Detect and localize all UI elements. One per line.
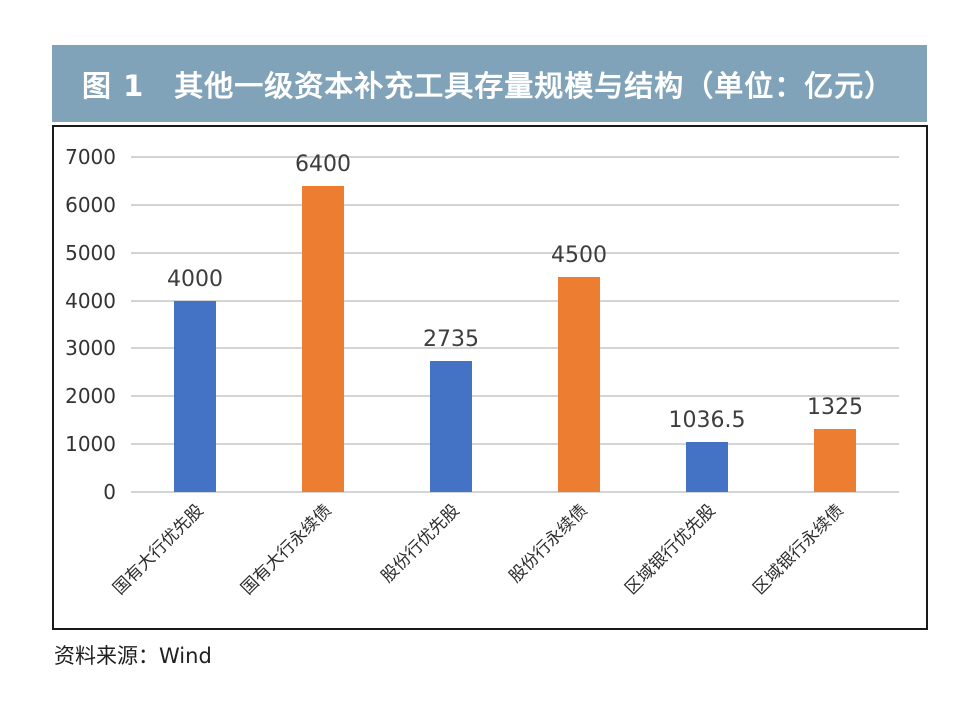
x-axis-label: 国有大行优先股 — [109, 500, 208, 599]
gridline-2000 — [131, 395, 899, 398]
bar-value-label: 4500 — [551, 242, 607, 268]
bar-value-label: 4000 — [167, 266, 223, 292]
bar-股份行优先股 — [430, 361, 472, 492]
x-axis-label: 股份行永续债 — [505, 500, 592, 587]
y-tick-label-3000: 3000 — [65, 336, 116, 361]
gridline-3000 — [131, 347, 899, 350]
bar-国有大行优先股 — [174, 300, 216, 492]
bar-股份行永续债 — [558, 276, 600, 492]
chart-panel: 0 1000 2000 3000 4000 5000 6000 7000 4000 6400 273… — [52, 125, 928, 630]
bar-slot: 6400 — [259, 151, 387, 492]
x-axis-label: 股份行优先股 — [377, 500, 464, 587]
bar-slot: 4500 — [515, 157, 643, 492]
bar-value-label: 1036.5 — [668, 408, 746, 434]
x-axis-labels: 国有大行优先股 国有大行永续债 股份行优先股 股份行永续债 区域银行优先股 区域银行永续债 — [109, 492, 899, 632]
x-axis-label: 国有大行永续债 — [237, 500, 336, 599]
y-tick-label-5000: 5000 — [65, 240, 116, 265]
source-line: 资料来源：Wind — [54, 644, 212, 668]
y-tick-label-7000: 7000 — [65, 145, 116, 169]
gridline-4000 — [131, 299, 899, 302]
y-tick-label-4000: 4000 — [65, 288, 116, 313]
gridline-1000 — [131, 443, 899, 446]
gridline-5000 — [131, 251, 899, 254]
bar-slot: 2735 — [387, 157, 515, 492]
y-tick-label-1000: 1000 — [65, 432, 116, 457]
y-tick-label-2000: 2000 — [65, 384, 116, 409]
bar-区域银行永续债 — [814, 428, 856, 492]
plot-area: 0 1000 2000 3000 4000 5000 6000 7000 4000 6400 273… — [65, 147, 899, 502]
bar-国有大行永续债 — [302, 185, 344, 492]
bar-slot: 4000 — [131, 157, 259, 492]
figure-title-band: 图 1 其他一级资本补充工具存量规模与结构（单位：亿元） — [52, 45, 927, 122]
bar-value-label: 2735 — [423, 327, 479, 353]
gridline-6000 — [131, 203, 899, 206]
bar-区域银行优先股 — [686, 442, 728, 492]
bar-slot: 1036.5 — [643, 157, 771, 492]
y-tick-label-0: 0 — [103, 480, 116, 504]
x-axis-label: 区域银行永续债 — [749, 500, 848, 599]
bar-value-label: 6400 — [295, 151, 351, 177]
x-axis-label: 区域银行优先股 — [621, 500, 720, 599]
gridline-0 — [131, 491, 899, 493]
y-tick-label-6000: 6000 — [65, 192, 116, 217]
gridline-7000 — [131, 156, 899, 158]
figure-title: 图 1 其他一级资本补充工具存量规模与结构（单位：亿元） — [82, 68, 895, 103]
bar-slot: 1325 — [771, 157, 899, 492]
bar-value-label: 1325 — [807, 394, 863, 420]
